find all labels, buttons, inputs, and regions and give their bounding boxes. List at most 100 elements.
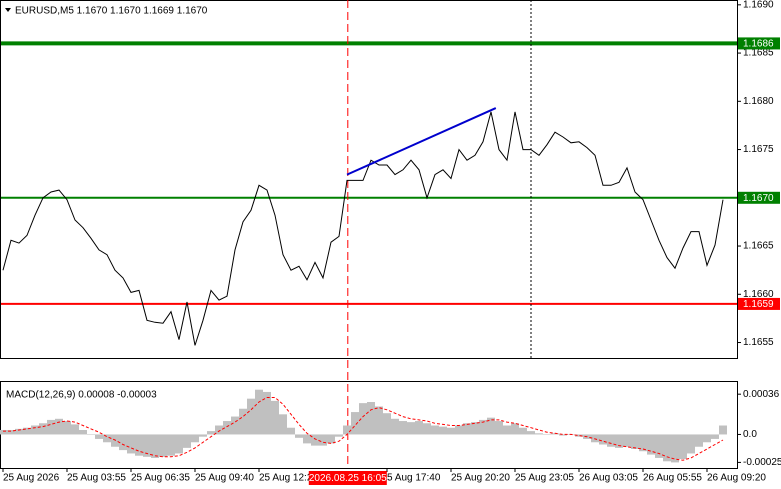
macd-bar xyxy=(279,414,287,435)
x-tick-label: 25 Aug 06:35 xyxy=(131,473,190,484)
macd-bar xyxy=(103,434,111,443)
macd-bar xyxy=(39,423,47,435)
macd-bar xyxy=(431,425,439,435)
macd-bar xyxy=(543,434,551,435)
menu-icon xyxy=(5,8,11,12)
y-tick-label: 1.1690 xyxy=(743,0,774,10)
macd-bar xyxy=(215,425,223,435)
macd-bar xyxy=(151,434,159,458)
level-label: 1.1686 xyxy=(743,39,774,50)
macd-bar xyxy=(207,431,215,435)
x-tick-label: 26 Aug 09:20 xyxy=(707,473,766,484)
x-tick-label: 25 Aug 12:2 xyxy=(259,473,313,484)
macd-bar xyxy=(343,425,351,435)
x-tick-label: 25 Aug 20:20 xyxy=(451,473,510,484)
macd-bar xyxy=(55,418,63,435)
macd-bar xyxy=(15,428,23,435)
level-label: 1.1659 xyxy=(743,299,774,310)
y-tick-label: 1.1685 xyxy=(743,48,774,59)
macd-bar xyxy=(487,417,495,435)
macd-bar xyxy=(175,434,183,454)
level-label-box xyxy=(738,37,780,50)
cursor-label-box xyxy=(308,471,387,485)
macd-bar xyxy=(71,424,79,435)
macd-panel-frame xyxy=(0,381,738,469)
signal-line xyxy=(3,397,724,461)
macd-bar xyxy=(439,426,447,435)
macd-bar xyxy=(623,434,631,447)
price-panel-frame xyxy=(0,0,738,359)
macd-bar xyxy=(231,416,239,435)
macd-bar xyxy=(63,421,71,435)
x-tick-label: 25 Aug 09:40 xyxy=(195,473,254,484)
x-tick-label: 25 Aug 2026 xyxy=(3,473,60,484)
x-tick-label: 25 Aug 23:05 xyxy=(515,473,574,484)
macd-bar xyxy=(615,434,623,448)
x-tick-label: 5 Aug 17:40 xyxy=(387,473,441,484)
macd-bar xyxy=(0,429,7,435)
x-tick-label: 26 Aug 05:55 xyxy=(643,473,702,484)
price-line xyxy=(2,111,724,346)
macd-bar xyxy=(639,434,647,452)
macd-bar xyxy=(127,434,135,454)
x-tick-label: 25 Aug 03:55 xyxy=(67,473,126,484)
macd-bar xyxy=(695,434,703,447)
macd-bar xyxy=(711,434,719,439)
level-label-box xyxy=(738,297,780,310)
macd-bar xyxy=(351,412,359,435)
macd-bar xyxy=(599,434,607,445)
y-tick-label: 1.1680 xyxy=(743,96,774,107)
macd-bar xyxy=(7,429,15,435)
macd-bar xyxy=(375,406,383,435)
macd-bar xyxy=(527,431,535,435)
macd-bar xyxy=(559,434,567,436)
y-tick-label: 1.1665 xyxy=(743,241,774,252)
macd-bar xyxy=(303,434,311,444)
macd-bar xyxy=(391,418,399,435)
macd-bar xyxy=(167,434,175,456)
macd-bar xyxy=(263,391,271,435)
chart-title: EURUSD,M5 1.1670 1.1670 1.1669 1.1670 xyxy=(15,6,208,17)
macd-bar xyxy=(383,413,391,435)
y-tick-label: 0.0 xyxy=(743,429,757,440)
macd-bar xyxy=(87,434,95,435)
macd-bar xyxy=(511,423,519,435)
macd-bar xyxy=(255,389,263,435)
macd-bar xyxy=(519,427,527,435)
macd-bar xyxy=(95,434,103,439)
macd-bar xyxy=(655,434,663,458)
macd-bar xyxy=(535,433,543,435)
macd-bar xyxy=(319,434,327,446)
macd-bar xyxy=(423,423,431,435)
macd-bar xyxy=(79,429,87,435)
y-tick-label: -0.00025 xyxy=(743,457,781,468)
macd-bar xyxy=(311,434,319,446)
macd-bar xyxy=(399,421,407,435)
level-label: 1.1670 xyxy=(743,193,774,204)
cursor-label: 2026.08.25 16:05 xyxy=(309,473,387,484)
macd-bar xyxy=(447,427,455,435)
macd-bar xyxy=(367,402,375,435)
macd-bar xyxy=(135,434,143,456)
y-tick-label: 1.1660 xyxy=(743,289,774,300)
macd-bar xyxy=(631,434,639,449)
macd-bar xyxy=(327,434,335,444)
y-tick-label: 1.1655 xyxy=(743,337,774,348)
y-tick-label: 0.00036 xyxy=(743,389,780,400)
macd-bar xyxy=(503,425,511,435)
macd-bar xyxy=(223,421,231,435)
macd-bar xyxy=(591,434,599,443)
macd-bar xyxy=(479,419,487,435)
macd-bar xyxy=(359,403,367,435)
macd-bar xyxy=(463,423,471,435)
macd-bar xyxy=(415,421,423,435)
macd-bar xyxy=(407,422,415,435)
macd-bar xyxy=(671,434,679,463)
macd-bar xyxy=(287,427,295,435)
y-tick-label: 1.1675 xyxy=(743,144,774,155)
macd-bar xyxy=(271,400,279,435)
trend-line xyxy=(346,107,497,176)
